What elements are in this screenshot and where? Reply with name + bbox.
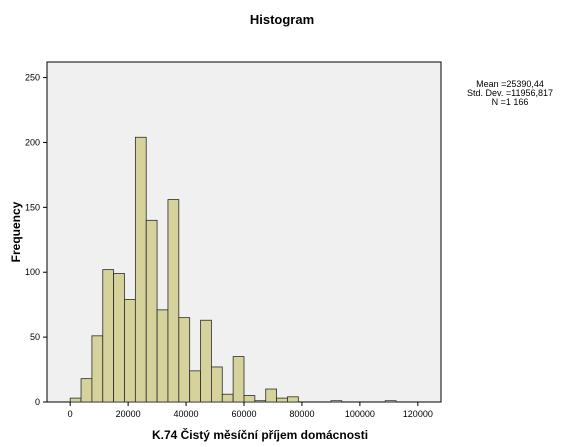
x-tick-label: 120000 <box>403 409 433 419</box>
histogram-bar <box>134 136 147 403</box>
histogram-bar <box>91 335 104 403</box>
histogram-bar <box>145 219 158 403</box>
y-tick-label: 50 <box>30 332 40 342</box>
histogram-bar <box>80 378 93 403</box>
histogram-bar <box>211 366 223 403</box>
y-axis: 0 50 100 150 200 250 <box>25 73 47 407</box>
histogram-bar <box>102 269 115 403</box>
x-axis: 0 20000 40000 60000 80000 100000 120000 <box>68 402 433 419</box>
y-axis-label: Frequency <box>9 201 23 262</box>
bars-group <box>69 136 397 403</box>
histogram-bar <box>124 299 136 403</box>
histogram-bar <box>156 309 169 403</box>
x-axis-label: K.74 Čistý měsíční příjem domácnosti <box>152 427 368 442</box>
y-tick-label: 200 <box>25 137 40 147</box>
histogram-bar <box>200 319 212 403</box>
y-tick-label: 100 <box>25 267 40 277</box>
histogram-bar <box>113 273 125 403</box>
histogram-bar <box>265 388 277 403</box>
chart-title: Histogram <box>250 12 314 27</box>
stats-std-dev: Std. Dev. =11956,817 <box>467 88 553 98</box>
x-tick-label: 60000 <box>231 409 256 419</box>
histogram-bar <box>167 199 180 403</box>
y-tick-label: 250 <box>25 73 40 83</box>
histogram-bar <box>221 393 234 403</box>
x-tick-label: 0 <box>68 409 73 419</box>
x-tick-label: 40000 <box>174 409 199 419</box>
x-tick-label: 20000 <box>116 409 141 419</box>
histogram-bar <box>189 370 201 403</box>
stats-box: Mean =25390,44 Std. Dev. =11956,817 N =1… <box>467 79 553 107</box>
x-tick-label: 80000 <box>289 409 314 419</box>
histogram-bar <box>276 397 288 403</box>
histogram-bar <box>243 395 256 403</box>
histogram-bar <box>232 356 245 403</box>
histogram-bar <box>384 400 397 403</box>
y-tick-label: 0 <box>35 397 40 407</box>
histogram-bar <box>287 396 299 403</box>
histogram-bar <box>178 317 191 403</box>
stats-mean: Mean =25390,44 <box>476 79 544 89</box>
x-tick-label: 100000 <box>345 409 375 419</box>
stats-n: N =1 166 <box>492 97 529 107</box>
histogram-bar <box>254 400 267 403</box>
y-tick-label: 150 <box>25 202 40 212</box>
histogram-bar <box>69 397 82 403</box>
histogram-bar <box>330 400 343 403</box>
